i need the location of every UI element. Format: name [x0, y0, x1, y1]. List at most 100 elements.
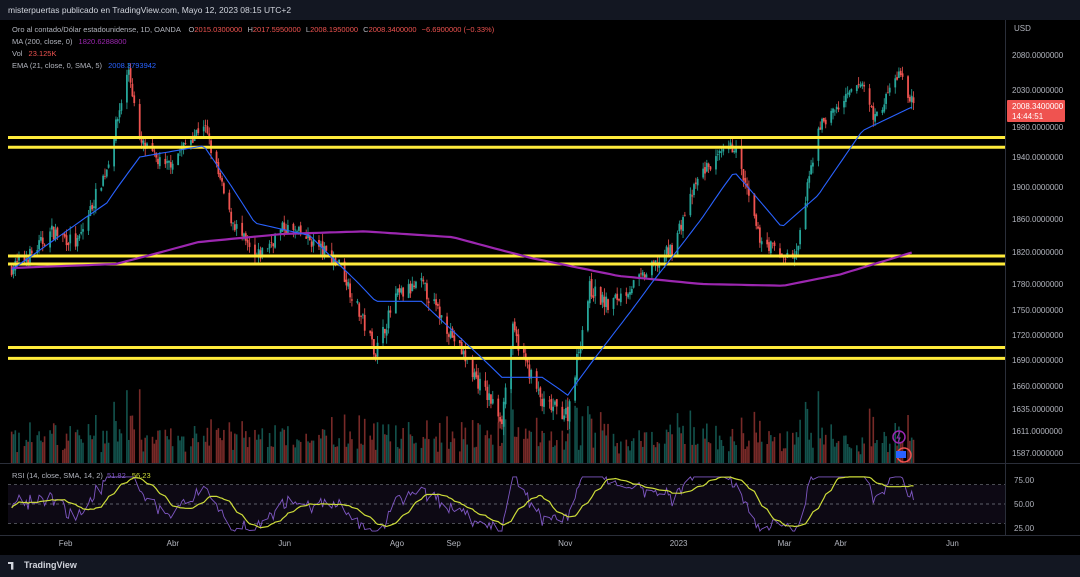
candle-body	[360, 316, 362, 317]
volume-bar	[517, 427, 520, 463]
volume-bar	[373, 423, 375, 463]
volume-bar	[733, 441, 736, 463]
volume-bar	[581, 416, 584, 463]
time-tick-label: Feb	[59, 539, 73, 548]
time-tick-label: Jun	[278, 539, 291, 548]
candle-body	[115, 119, 117, 141]
volume-bar	[413, 443, 415, 463]
candle-body	[453, 335, 456, 342]
candle-body	[488, 393, 491, 401]
volume-bar	[459, 451, 461, 463]
candle-body	[742, 169, 745, 181]
volume-bar	[116, 441, 119, 463]
volume-bar	[766, 444, 768, 463]
candle-body	[537, 389, 540, 391]
volume-legend: Vol 23.125K	[12, 49, 56, 58]
volume-bar	[641, 446, 644, 463]
candle-body	[779, 248, 781, 255]
volume-bar	[363, 418, 366, 463]
volume-bar	[87, 424, 90, 463]
candle-body	[69, 234, 72, 244]
rsi-pane	[8, 475, 1005, 533]
volume-bar	[793, 444, 796, 463]
volume-bar	[475, 446, 478, 463]
volume-bar	[502, 416, 505, 463]
volume-bar	[449, 442, 452, 463]
candle-body	[171, 163, 174, 170]
volume-bar	[40, 440, 42, 463]
volume-bar	[512, 409, 514, 463]
volume-bar	[170, 428, 172, 463]
candle-body	[740, 146, 743, 169]
candle-body	[376, 342, 379, 357]
candle-body	[501, 419, 503, 425]
candle-body	[870, 106, 873, 107]
candle-body	[232, 222, 234, 224]
price-axis: USD 2080.0000000 2030.0000000 1980.0000000 1…	[1007, 24, 1065, 533]
volume-bar	[41, 442, 44, 463]
volume-bar	[550, 431, 553, 463]
candle-body	[411, 283, 414, 292]
candle-body	[640, 273, 642, 275]
candle-body	[471, 357, 474, 378]
volume-bar	[888, 443, 891, 463]
candle-body	[548, 400, 551, 402]
volume-bar	[868, 408, 871, 463]
volume-bar	[18, 432, 20, 463]
volume-bar	[82, 442, 84, 463]
volume-bar	[219, 437, 222, 463]
volume-bar	[351, 439, 353, 463]
volume-bar	[515, 436, 518, 463]
volume-bar	[857, 451, 860, 463]
candle-body	[54, 229, 57, 240]
volume-bar	[358, 415, 361, 463]
volume-bar	[440, 442, 443, 463]
volume-bar	[618, 453, 620, 463]
candle-body	[228, 192, 231, 210]
candle-body	[219, 172, 222, 179]
volume-bar	[510, 380, 512, 463]
volume-bar	[759, 420, 761, 463]
candle-body	[261, 247, 264, 257]
candle-body	[643, 274, 646, 280]
tradingview-logo[interactable]: TradingView	[8, 560, 77, 570]
volume-bar	[576, 407, 578, 463]
candle-body	[619, 293, 622, 303]
candle-body	[729, 142, 732, 149]
volume-bar	[268, 433, 271, 463]
candle-body	[484, 380, 487, 387]
candle-body	[23, 257, 26, 261]
volume-bar	[543, 432, 545, 463]
volume-bar	[735, 445, 737, 463]
time-tick-label: Abr	[834, 539, 847, 548]
price-tick-label: 1820.0000000	[1012, 248, 1064, 257]
volume-bar	[195, 433, 198, 463]
volume-bar	[374, 449, 377, 463]
volume-bar	[667, 432, 670, 463]
volume-bar	[484, 435, 487, 463]
volume-bar	[845, 435, 847, 463]
time-tick-label: Sep	[447, 539, 462, 548]
candle-body	[720, 151, 723, 153]
candle-body	[680, 225, 683, 230]
candle-body	[671, 244, 673, 256]
rsi-value: 51.82	[106, 471, 126, 480]
volume-bar	[433, 438, 436, 463]
volume-bar	[142, 451, 145, 463]
volume-bar	[376, 422, 379, 463]
vol-label: Vol	[12, 49, 23, 58]
volume-bar	[168, 439, 170, 463]
volume-bar	[466, 444, 468, 463]
candle-body	[407, 284, 410, 298]
volume-bar	[382, 424, 384, 463]
volume-bar	[556, 440, 558, 463]
volume-bar	[360, 443, 362, 463]
volume-bar	[554, 445, 556, 463]
volume-bar	[524, 428, 527, 463]
candle-body	[705, 162, 708, 172]
volume-bar	[479, 424, 481, 463]
volume-bar	[817, 391, 820, 463]
volume-bar	[451, 431, 454, 463]
candle-body	[274, 235, 276, 248]
